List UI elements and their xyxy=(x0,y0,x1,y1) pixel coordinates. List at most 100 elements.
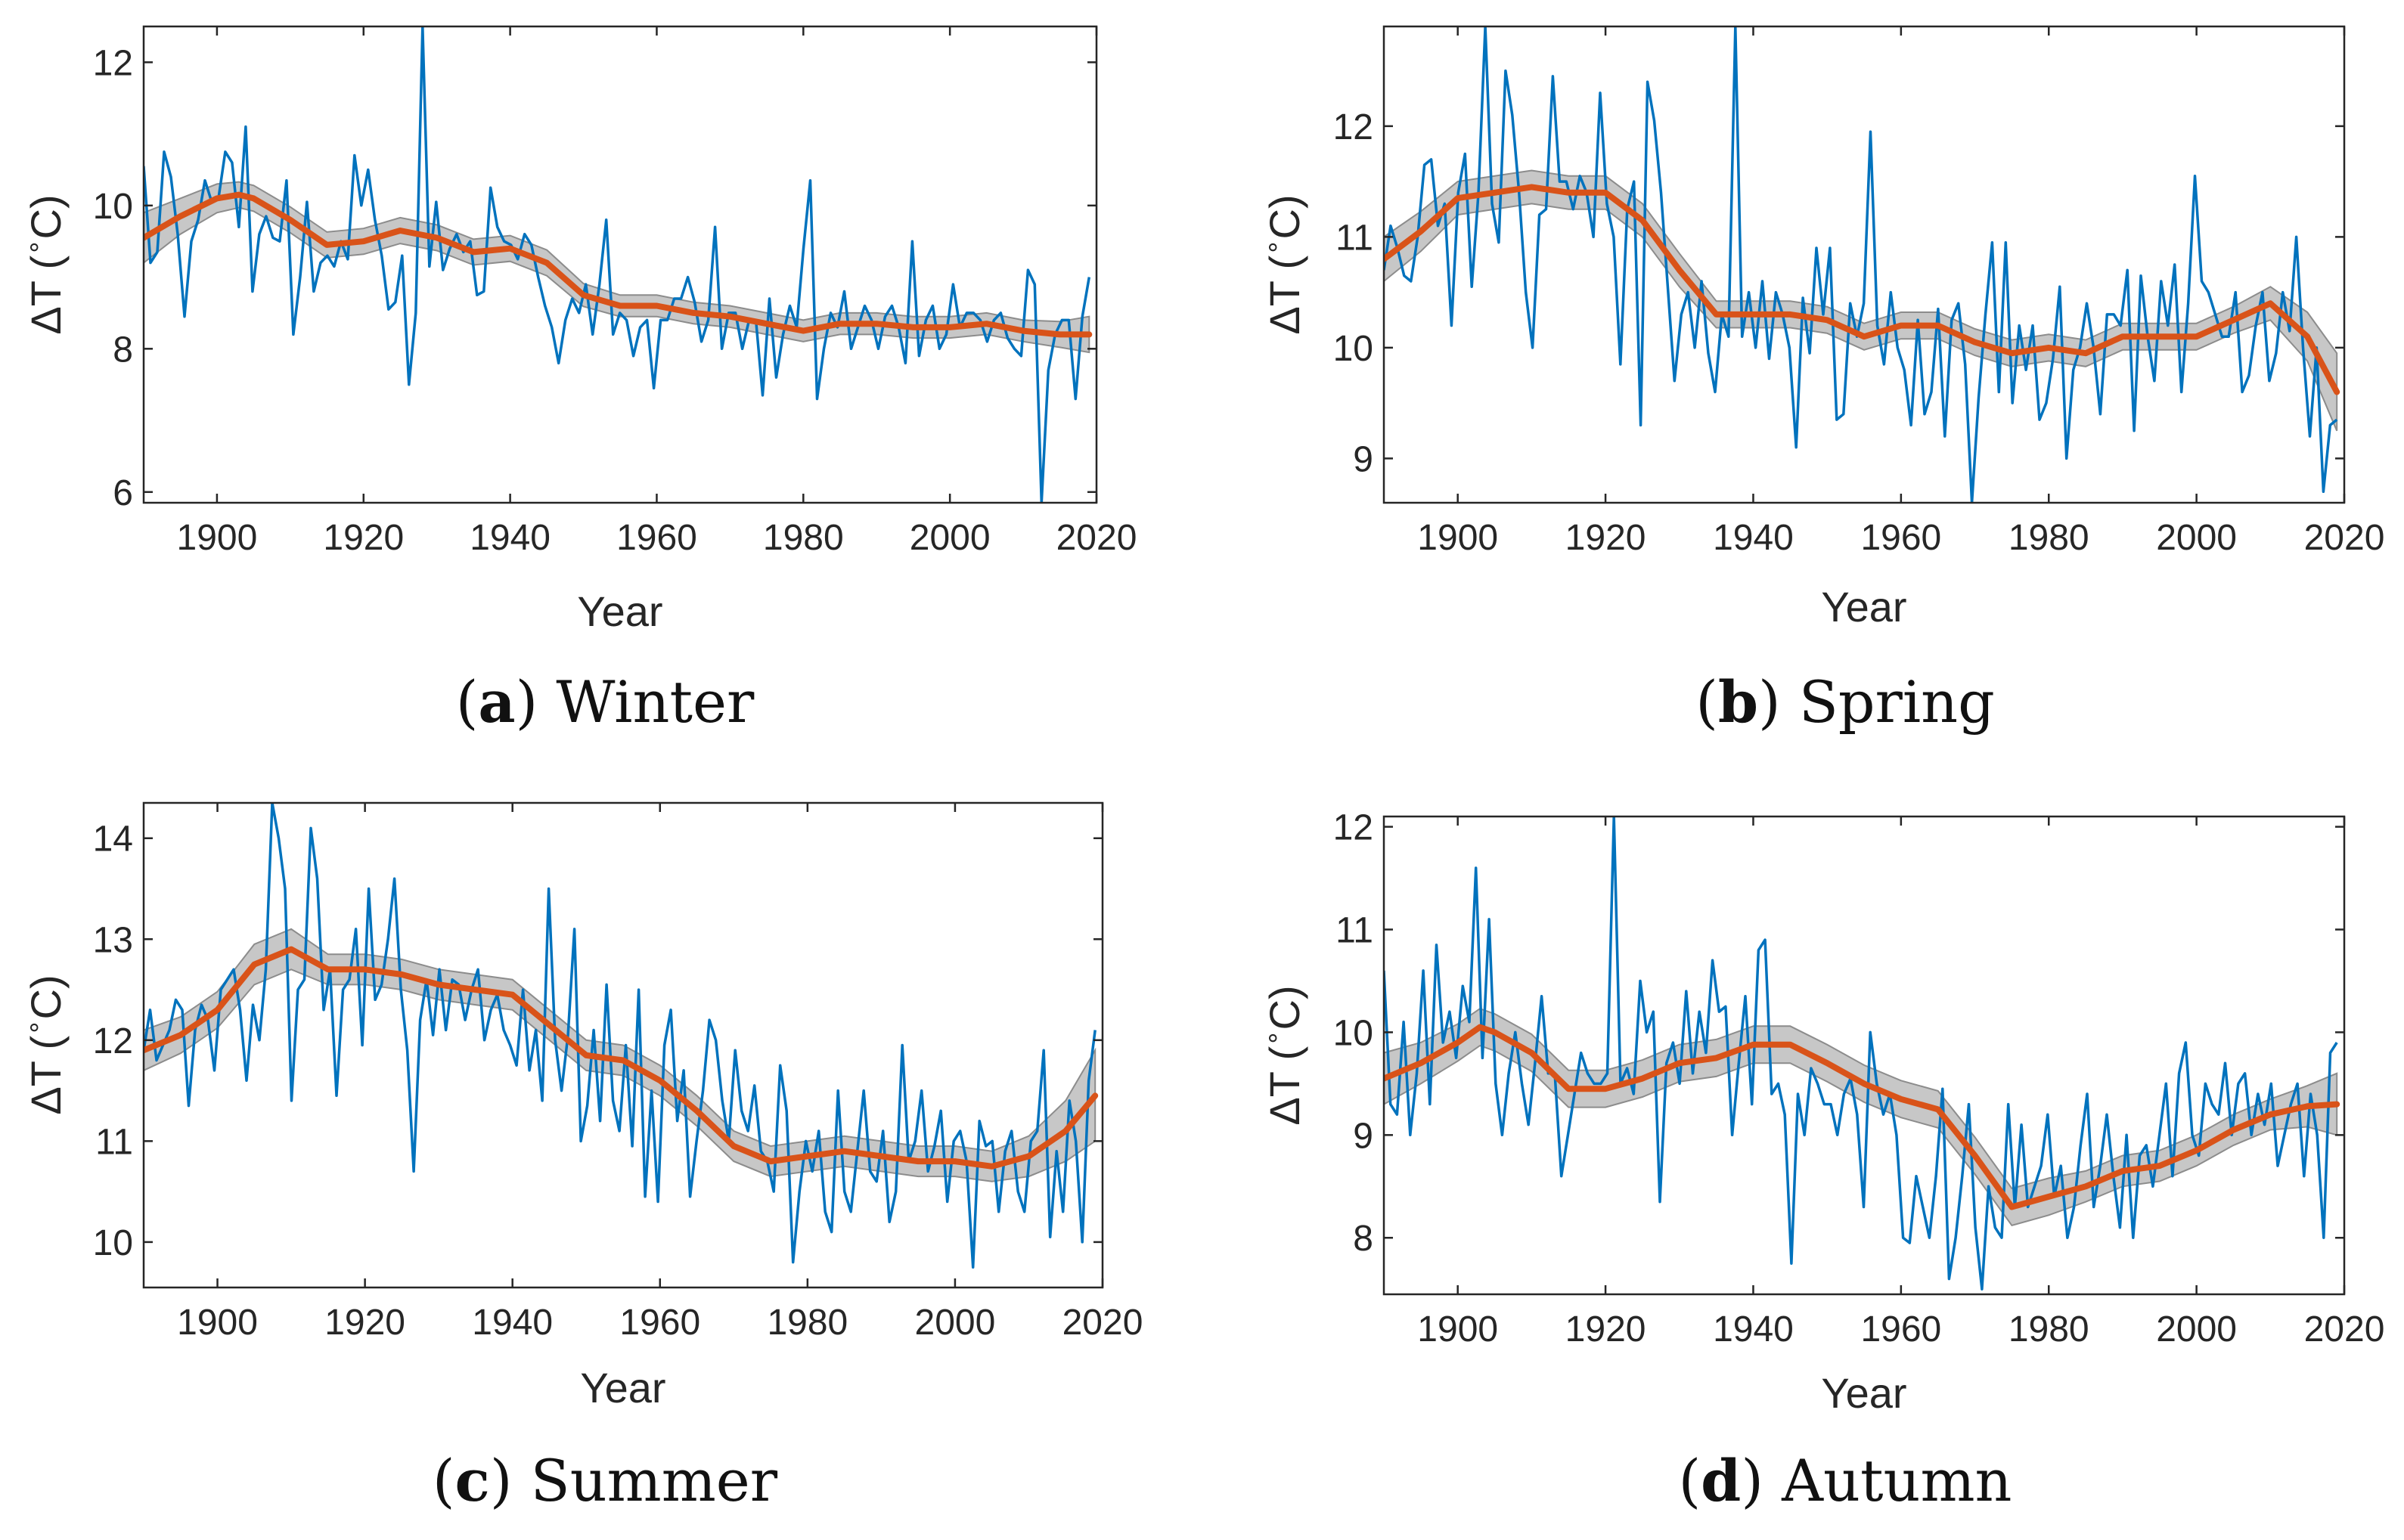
caption-paren-open: ( xyxy=(456,668,479,736)
x-tick-label: 2000 xyxy=(2156,1309,2237,1349)
y-tick-label: 9 xyxy=(1353,1116,1373,1156)
axes-box xyxy=(142,801,1104,1289)
y-tick-label: 11 xyxy=(1335,218,1373,258)
y-tick-label: 11 xyxy=(95,1122,133,1162)
y-axis-title-paren-close: ) xyxy=(1261,194,1308,209)
y-axis-title-paren-open: ( xyxy=(1261,255,1308,281)
panel-caption: (a) Winter xyxy=(456,668,755,736)
panel-caption: (d) Autumn xyxy=(1679,1447,2012,1514)
caption-letter: a xyxy=(478,668,515,736)
x-tick-label: 1920 xyxy=(324,1303,405,1343)
caption-paren-close: ) xyxy=(516,668,557,736)
x-axis-title: Year xyxy=(1821,1369,1906,1417)
y-axis-title-degree: ∘ xyxy=(1258,1030,1287,1046)
x-tick-label: 1940 xyxy=(1713,1309,1794,1349)
chart-panel-c: 1900 1920 1940 1960 1980 2000 2020 10 11 12 13 14 Ye… xyxy=(20,801,1143,1514)
caption-paren-close: ) xyxy=(1741,1447,1782,1514)
caption-season: Spring xyxy=(1799,668,1995,736)
chart-panel-a: 1900 1920 1940 1960 1980 2000 2020 6 8 10 12 Year ΔT… xyxy=(20,25,1137,736)
x-tick-label: 2020 xyxy=(1062,1303,1143,1343)
x-tick-label: 1940 xyxy=(470,518,551,558)
y-tick-label: 6 xyxy=(113,473,133,513)
y-axis-title-text: ΔT (∘C) xyxy=(20,194,70,334)
y-tick-label: 8 xyxy=(113,330,133,370)
plot-area xyxy=(1384,26,2340,503)
x-tick-label: 1960 xyxy=(619,1303,700,1343)
smoothed-trend-line xyxy=(144,946,1099,1170)
y-tick-label: 10 xyxy=(1333,329,1373,369)
x-tick-label: 1940 xyxy=(1713,518,1794,558)
caption-letter: b xyxy=(1718,668,1758,736)
y-axis-title-unit: C xyxy=(1261,209,1308,239)
plot-area xyxy=(144,803,1099,1269)
caption-letter: c xyxy=(455,1447,490,1514)
plot-area xyxy=(144,26,1093,503)
axes-box xyxy=(1382,25,2346,504)
x-axis-title: Year xyxy=(1821,583,1906,631)
y-axis-title-unit: C xyxy=(1261,999,1308,1030)
y-axis-title-unit: C xyxy=(22,209,70,239)
y-tick-label: 10 xyxy=(1333,1013,1373,1053)
x-tick-label: 2000 xyxy=(915,1303,996,1343)
axes-box xyxy=(142,25,1098,504)
y-axis-title: ΔT (∘C) xyxy=(20,194,70,334)
y-tick-label: 12 xyxy=(93,43,133,83)
y-tick-label: 13 xyxy=(93,920,133,960)
y-axis-title-degree: ∘ xyxy=(1258,239,1287,255)
y-axis-title-degree: ∘ xyxy=(20,239,48,255)
y-axis-title-quantity: ΔT xyxy=(1261,281,1308,335)
smoothed-trend-line xyxy=(1384,184,2340,395)
y-tick-label: 10 xyxy=(93,187,133,227)
caption-paren-open: ( xyxy=(433,1447,455,1514)
y-tick-label: 8 xyxy=(1353,1219,1373,1259)
x-tick-label: 1900 xyxy=(177,518,258,558)
x-tick-label: 1960 xyxy=(1860,518,1941,558)
x-tick-label: 1980 xyxy=(2009,518,2089,558)
annual-series-line xyxy=(1384,26,2338,503)
y-axis-title-paren-close: ) xyxy=(22,194,70,209)
caption-paren-close: ) xyxy=(1758,668,1799,736)
x-axis-title: Year xyxy=(580,1364,665,1411)
x-tick-label: 1920 xyxy=(1565,1309,1646,1349)
caption-paren-close: ) xyxy=(490,1447,531,1514)
x-tick-label: 2020 xyxy=(1056,518,1137,558)
y-axis-title-text: ΔT (∘C) xyxy=(1258,985,1308,1125)
x-tick-label: 1920 xyxy=(1565,518,1646,558)
y-axis-title-quantity: ΔT xyxy=(22,281,70,335)
y-axis-title-degree: ∘ xyxy=(20,1019,48,1035)
caption-season: Autumn xyxy=(1781,1447,2012,1514)
y-tick-label: 14 xyxy=(93,820,133,860)
axes-box xyxy=(1382,815,2346,1296)
x-tick-label: 1960 xyxy=(1860,1309,1941,1349)
caption-season: Summer xyxy=(531,1447,778,1514)
y-axis-title-paren-close: ) xyxy=(1261,985,1308,999)
x-axis-title: Year xyxy=(577,587,662,635)
chart-panel-d: 1900 1920 1940 1960 1980 2000 2020 8 9 10 11 12 Year… xyxy=(1258,808,2384,1514)
y-axis-title: ΔT (∘C) xyxy=(1258,194,1308,334)
x-tick-label: 1920 xyxy=(323,518,404,558)
y-axis-title: ΔT (∘C) xyxy=(20,975,70,1114)
x-tick-label: 2000 xyxy=(2156,518,2237,558)
y-tick-label: 12 xyxy=(1333,107,1373,147)
chart-panel-b: 1900 1920 1940 1960 1980 2000 2020 9 10 11 12 Year Δ… xyxy=(1258,25,2385,736)
panel-caption: (b) Spring xyxy=(1695,668,1995,736)
x-tick-label: 2020 xyxy=(2304,518,2385,558)
x-tick-label: 1900 xyxy=(177,1303,258,1343)
y-axis-title-quantity: ΔT xyxy=(22,1061,70,1115)
y-axis-title-unit: C xyxy=(22,989,70,1019)
y-tick-label: 12 xyxy=(93,1021,133,1061)
y-axis-title-paren-open: ( xyxy=(22,1035,70,1061)
x-tick-label: 2020 xyxy=(2304,1309,2385,1349)
caption-letter: d xyxy=(1701,1447,1741,1514)
y-axis-title-paren-close: ) xyxy=(22,975,70,989)
smoothed-trend-line xyxy=(144,191,1093,338)
x-tick-label: 1980 xyxy=(2009,1309,2089,1349)
y-axis-title-quantity: ΔT xyxy=(1261,1072,1308,1126)
y-tick-label: 9 xyxy=(1353,439,1373,479)
y-axis-title: ΔT (∘C) xyxy=(1258,985,1308,1125)
caption-paren-open: ( xyxy=(1695,668,1718,736)
x-tick-label: 1960 xyxy=(616,518,697,558)
annual-series-line xyxy=(144,803,1097,1269)
